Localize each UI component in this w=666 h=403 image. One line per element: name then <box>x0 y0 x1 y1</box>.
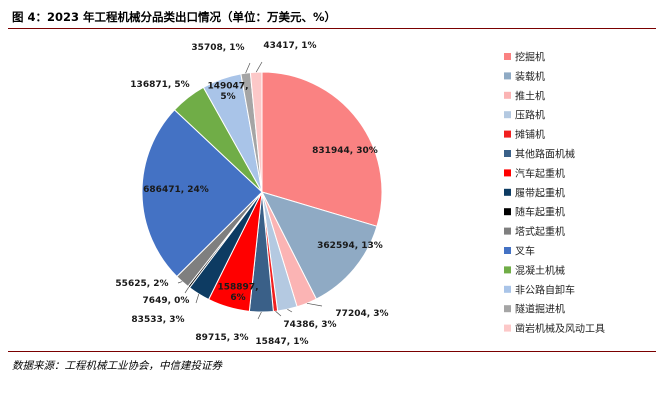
data-labels: 831944, 30% 362594, 13% 77204, 3%74386, 3%… <box>115 41 388 347</box>
legend-swatch-8 <box>504 208 511 216</box>
legend-label-11: 混凝土机械 <box>515 264 565 277</box>
legend-item-8: 随车起重机 <box>504 206 565 219</box>
legend-swatch-2 <box>504 91 511 99</box>
leader-line-5 <box>257 311 262 320</box>
data-label-12: 149047, 5% <box>208 81 249 102</box>
legend-label-1: 装载机 <box>515 70 545 83</box>
legend-item-2: 推土机 <box>504 89 545 102</box>
legend-label-14: 凿岩机械及风动工具 <box>515 322 605 335</box>
data-label-5: 89715, 3% <box>195 333 248 343</box>
legend-swatch-7 <box>504 188 511 196</box>
legend-item-13: 隧道掘进机 <box>504 303 565 316</box>
legend-swatch-13 <box>504 305 511 313</box>
pie-slice-1 <box>261 191 378 300</box>
legend-swatch-4 <box>504 130 511 138</box>
leader-line-9 <box>177 281 183 284</box>
legend-swatch-9 <box>504 227 511 235</box>
legend-label-5: 其他路面机械 <box>515 148 575 161</box>
legend-item-10: 叉车 <box>504 245 535 258</box>
footer-rule <box>8 351 656 352</box>
title-rule <box>8 28 656 29</box>
legend-label-10: 叉车 <box>515 245 535 258</box>
legend-swatch-12 <box>504 285 511 293</box>
leader-line-13 <box>245 62 251 74</box>
source-note: 数据来源：工程机械工业协会，中信建投证券 <box>12 360 222 372</box>
legend-label-13: 隧道掘进机 <box>515 303 565 316</box>
legend-item-6: 汽车起重机 <box>504 167 565 180</box>
legend-item-7: 履带起重机 <box>504 186 565 199</box>
data-label-13: 35708, 1% <box>191 43 244 53</box>
legend-swatch-14 <box>504 324 511 332</box>
data-label-11: 136871, 5% <box>130 80 189 90</box>
leader-line-2 <box>306 302 323 307</box>
legend-swatch-6 <box>504 169 511 177</box>
leader-line-3 <box>287 308 293 313</box>
pie-slice-14 <box>249 71 263 193</box>
data-label-10: 686471, 24% <box>143 185 209 195</box>
legend-swatch-1 <box>504 72 511 80</box>
data-label-0: 831944, 30% <box>312 146 378 156</box>
leader-line-8 <box>184 286 190 294</box>
pie-slice-0 <box>261 71 383 227</box>
legend-item-5: 其他路面机械 <box>504 148 575 161</box>
legend-item-9: 塔式起重机 <box>504 225 565 238</box>
legend-label-12: 非公路自卸车 <box>515 283 575 296</box>
data-label-2: 77204, 3% <box>335 309 388 319</box>
pie-slice-10 <box>141 109 263 278</box>
legend-label-9: 塔式起重机 <box>515 225 565 238</box>
data-label-3: 74386, 3% <box>283 320 336 330</box>
chart-title: 图 4：2023 年工程机械分品类出口情况（单位：万美元、%） <box>12 10 337 24</box>
legend-swatch-3 <box>504 111 511 119</box>
legend-label-6: 汽车起重机 <box>515 167 565 180</box>
legend-swatch-11 <box>504 266 511 274</box>
legend-label-0: 挖掘机 <box>515 51 545 64</box>
data-label-6: 158897, 6% <box>218 282 259 303</box>
pie-slices <box>141 71 383 313</box>
data-label-1: 362594, 13% <box>317 241 383 251</box>
data-label-9: 55625, 2% <box>115 279 168 289</box>
legend-item-12: 非公路自卸车 <box>504 283 575 296</box>
legend-label-2: 推土机 <box>515 89 545 102</box>
legend-swatch-0 <box>504 53 511 60</box>
data-label-7: 83533, 3% <box>131 315 184 325</box>
legend-label-3: 压路机 <box>515 109 545 122</box>
legend-label-8: 随车起重机 <box>515 206 565 219</box>
data-label-4: 15847, 1% <box>255 337 308 347</box>
legend-item-11: 混凝土机械 <box>504 264 565 277</box>
legend: 挖掘机装载机推土机压路机摊铺机其他路面机械汽车起重机履带起重机随车起重机塔式起重… <box>504 51 605 335</box>
legend-swatch-5 <box>504 150 511 157</box>
leader-line-7 <box>195 293 200 304</box>
legend-label-7: 履带起重机 <box>515 186 565 199</box>
legend-swatch-10 <box>504 247 511 254</box>
legend-item-1: 装载机 <box>504 70 545 83</box>
data-label-8: 7649, 0% <box>143 296 190 306</box>
leader-lines <box>177 61 323 320</box>
leader-line-4 <box>275 310 282 317</box>
leader-line-14 <box>255 61 263 73</box>
legend-item-4: 摊铺机 <box>504 128 545 141</box>
legend-item-14: 凿岩机械及风动工具 <box>504 322 605 335</box>
legend-item-0: 挖掘机 <box>504 51 545 64</box>
legend-label-4: 摊铺机 <box>515 128 545 141</box>
legend-item-3: 压路机 <box>504 109 545 122</box>
data-label-14: 43417, 1% <box>263 41 316 51</box>
